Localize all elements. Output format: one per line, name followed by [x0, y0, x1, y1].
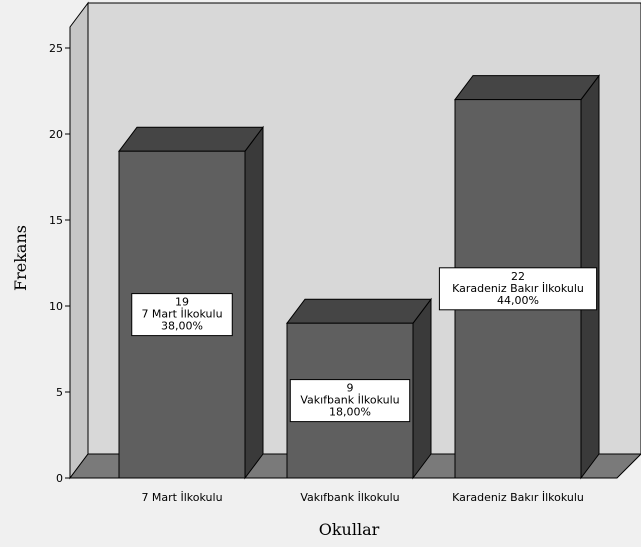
- x-tick-label: Karadeniz Bakır İlkokulu: [452, 491, 584, 504]
- data-label-percent: 44,00%: [497, 294, 539, 307]
- y-axis: 0 5 10 15 20 25: [49, 42, 70, 485]
- y-axis-title: Frekans: [11, 225, 30, 291]
- data-label-box: [438, 267, 598, 311]
- bar-side: [412, 297, 432, 480]
- bar-side: [244, 125, 264, 480]
- y-tick-label: 20: [49, 128, 63, 141]
- bar-top: [118, 126, 264, 152]
- data-label-category: 7 Mart İlkokulu: [141, 308, 222, 321]
- data-label-percent: 38,00%: [161, 320, 203, 333]
- data-label-count: 19: [175, 296, 189, 309]
- y-tick-label: 0: [56, 472, 63, 485]
- bar-top: [286, 298, 432, 324]
- y-tick-label: 15: [49, 214, 63, 227]
- x-axis-categories: 7 Mart İlkokulu Vakıfbank İlkokulu Karaden…: [141, 491, 583, 504]
- data-label-percent: 18,00%: [329, 406, 371, 419]
- data-label-box: [289, 379, 411, 423]
- data-label-count: 9: [347, 382, 354, 395]
- data-label-count: 22: [511, 270, 525, 283]
- x-tick-label: 7 Mart İlkokulu: [141, 491, 222, 504]
- bar-top: [454, 75, 600, 101]
- x-tick-label: Vakıfbank İlkokulu: [300, 491, 399, 504]
- x-axis-title: Okullar: [319, 520, 380, 539]
- side-wall: [69, 1, 89, 480]
- data-label-category: Vakıfbank İlkokulu: [300, 394, 399, 407]
- y-tick-label: 25: [49, 42, 63, 55]
- data-label-category: Karadeniz Bakır İlkokulu: [452, 282, 584, 295]
- y-tick-label: 10: [49, 300, 63, 313]
- data-label-box: [131, 293, 233, 337]
- y-tick-label: 5: [56, 386, 63, 399]
